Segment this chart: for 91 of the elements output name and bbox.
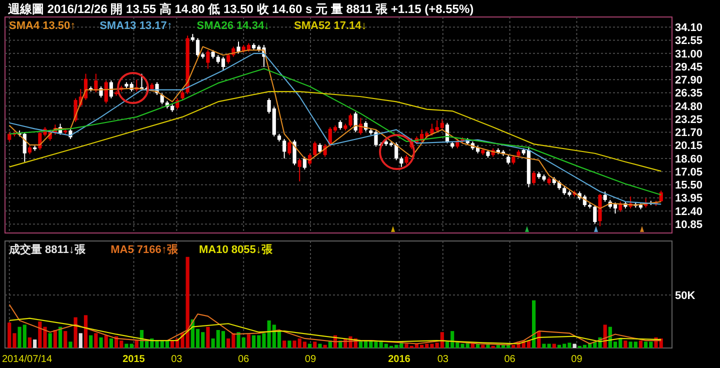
candlestick bbox=[288, 140, 292, 156]
chart-title: 週線圖 2016/12/26 開 13.55 高 14.80 低 13.50 收 14.60 s 元 量 8811 張 +1.15 (+8.55%) bbox=[7, 2, 474, 16]
candlestick bbox=[593, 204, 597, 224]
x-tick-label: 2014/07/14 bbox=[2, 354, 52, 365]
bar bbox=[246, 334, 250, 348]
y-tick-label: 20.15 bbox=[675, 140, 703, 152]
candlestick bbox=[302, 156, 306, 170]
line-series bbox=[8, 90, 662, 172]
y-tick-label: 29.45 bbox=[675, 61, 703, 74]
text: SMA26 14.34↓ bbox=[196, 20, 270, 32]
bar bbox=[48, 333, 52, 348]
candlestick bbox=[8, 132, 12, 142]
candlestick bbox=[282, 138, 286, 159]
y-tick-label: 50K bbox=[675, 290, 696, 302]
x-tick-label: 06 bbox=[238, 354, 250, 365]
bar bbox=[318, 344, 322, 348]
text: SMA52 17.14↓ bbox=[294, 20, 367, 32]
bar bbox=[308, 344, 312, 348]
y-tick-label: 21.70 bbox=[675, 127, 703, 140]
x-tick-label: 2015 bbox=[122, 354, 146, 365]
bar bbox=[94, 333, 98, 348]
bar bbox=[99, 337, 103, 348]
x-tick-label: 2016 bbox=[388, 354, 411, 365]
bar bbox=[481, 344, 485, 348]
y-tick-label: 24.80 bbox=[675, 100, 703, 113]
candlestick bbox=[313, 141, 317, 158]
x-tick-label: 06 bbox=[504, 354, 516, 365]
candlestick bbox=[400, 156, 404, 168]
candlestick bbox=[532, 170, 536, 186]
y-tick-label: 15.50 bbox=[675, 180, 703, 192]
bar bbox=[532, 300, 536, 348]
candlestick bbox=[348, 113, 352, 128]
candlestick bbox=[603, 190, 607, 202]
y-tick-label: 17.05 bbox=[675, 166, 703, 178]
bar bbox=[78, 333, 82, 348]
y-tick-label: 12.40 bbox=[675, 206, 703, 218]
text: SMA13 13.17↑ bbox=[100, 20, 172, 32]
bar bbox=[64, 331, 68, 348]
bar bbox=[282, 340, 286, 348]
bar bbox=[74, 317, 78, 348]
bar bbox=[134, 340, 138, 348]
y-tick-label: 32.55 bbox=[675, 35, 703, 48]
text: 成交量 8811↓張 bbox=[8, 243, 86, 256]
y-tick-label: 31.00 bbox=[675, 48, 703, 60]
y-tick-label: 34.10 bbox=[675, 22, 703, 34]
y-tick-label: 27.90 bbox=[675, 74, 703, 87]
candlestick bbox=[512, 154, 516, 165]
text: MA10 8055↓張 bbox=[199, 244, 274, 256]
candlestick bbox=[298, 158, 302, 182]
candlestick bbox=[109, 80, 113, 99]
bar bbox=[323, 344, 327, 348]
candlestick bbox=[236, 41, 240, 54]
x-tick-label: 09 bbox=[571, 354, 583, 365]
bar bbox=[109, 338, 113, 348]
candlestick bbox=[104, 80, 108, 104]
bar bbox=[68, 342, 72, 348]
y-tick-label: 23.25 bbox=[675, 114, 703, 126]
x-tick-label: 03 bbox=[171, 354, 183, 365]
bar bbox=[28, 337, 32, 348]
bar bbox=[104, 335, 108, 348]
candlestick bbox=[292, 139, 296, 166]
bar bbox=[84, 315, 88, 348]
bar bbox=[288, 340, 292, 348]
candlestick bbox=[206, 50, 210, 70]
candlestick bbox=[180, 90, 184, 101]
x-tick-label: 03 bbox=[437, 354, 449, 365]
bar bbox=[89, 335, 93, 348]
candlestick bbox=[354, 111, 358, 133]
y-tick-label: 18.60 bbox=[675, 153, 703, 166]
bar bbox=[552, 344, 556, 348]
bar bbox=[572, 344, 576, 348]
candlestick bbox=[506, 154, 510, 165]
bar bbox=[313, 342, 317, 348]
bar bbox=[58, 326, 62, 348]
y-tick-label: 10.85 bbox=[675, 218, 703, 231]
candlestick bbox=[196, 38, 200, 58]
text: MA5 7166↑張 bbox=[110, 244, 179, 256]
bar bbox=[624, 340, 628, 348]
bar bbox=[53, 330, 57, 348]
bar bbox=[33, 340, 37, 348]
candlestick bbox=[226, 52, 230, 64]
text: SMA4 13.50↑ bbox=[9, 20, 76, 32]
y-tick-label: 26.35 bbox=[675, 88, 703, 100]
line-series bbox=[8, 68, 662, 196]
bar bbox=[638, 340, 643, 348]
candlestick bbox=[318, 142, 322, 154]
candlestick bbox=[338, 120, 342, 130]
y-tick-label: 13.95 bbox=[675, 192, 703, 205]
x-tick-label: 09 bbox=[304, 354, 316, 365]
bar bbox=[206, 326, 210, 348]
candlestick bbox=[404, 154, 408, 165]
